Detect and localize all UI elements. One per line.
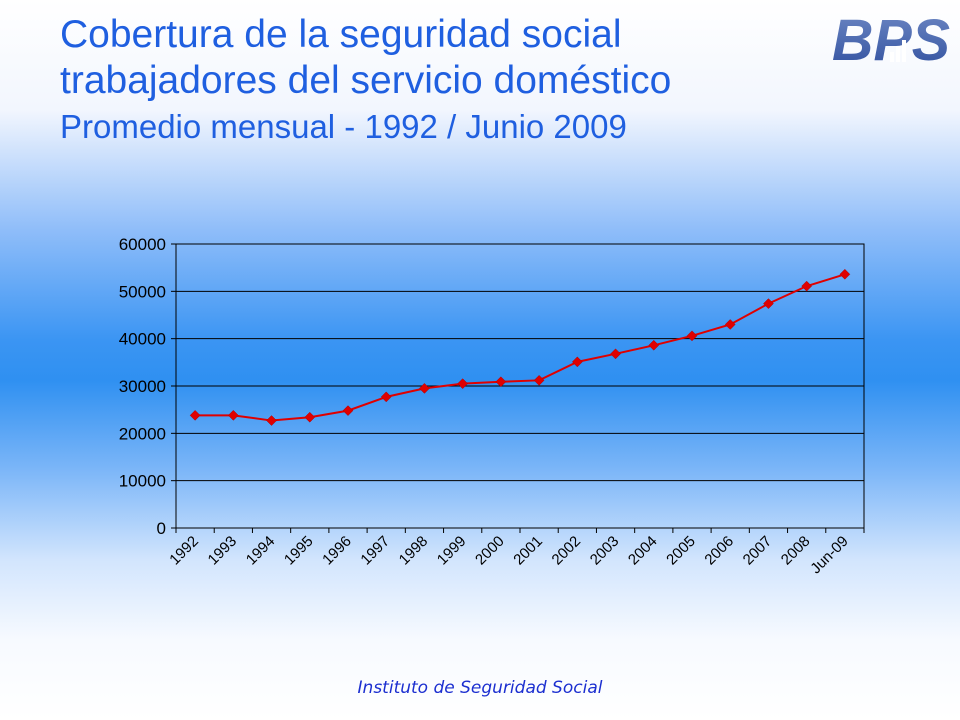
y-tick-label: 60000	[119, 235, 166, 254]
data-point	[571, 356, 583, 368]
y-tick-label: 40000	[119, 330, 166, 349]
data-point	[227, 409, 239, 421]
logo-bar-3	[902, 40, 906, 62]
data-point	[266, 415, 277, 426]
data-point	[457, 378, 469, 389]
x-tick-label: 2002	[549, 533, 585, 569]
y-tick-label: 20000	[119, 424, 166, 443]
x-tick-label: 2003	[587, 533, 623, 569]
data-point	[380, 391, 392, 403]
data-point	[610, 348, 621, 360]
data-point	[189, 409, 201, 421]
x-tick-labels: 1992 1993 1994 1995 1996 1997 1998 1999 2000 2001…	[166, 533, 851, 577]
x-tick-label: 2004	[625, 533, 661, 569]
x-tick-label: 2007	[740, 533, 776, 569]
x-tick-label: 1993	[205, 533, 241, 569]
x-tick-marks	[175, 528, 865, 533]
x-tick-label: 2006	[701, 533, 737, 569]
data-point	[648, 339, 660, 351]
footer-text: Instituto de Seguridad Social	[357, 678, 603, 698]
x-tick-label: 2001	[510, 533, 546, 569]
y-tick-label: 0	[157, 519, 166, 538]
subtitle: Promedio mensual - 1992 / Junio 2009	[60, 108, 627, 145]
data-point	[419, 383, 430, 394]
series-line	[195, 273, 846, 422]
data-point	[763, 298, 774, 309]
x-tick-label: 1995	[281, 533, 317, 569]
x-tick-label: 1999	[434, 533, 470, 569]
data-point	[342, 405, 354, 416]
y-tick-label: 30000	[119, 377, 166, 396]
gridlines	[171, 243, 864, 529]
x-tick-label: 2000	[472, 533, 508, 569]
data-point	[495, 376, 507, 388]
data-point	[686, 330, 698, 342]
data-point	[724, 319, 736, 330]
logo-bar-2	[896, 46, 900, 62]
x-tick-label: 1996	[319, 533, 355, 569]
x-tick-label: 2005	[663, 533, 699, 569]
data-point	[304, 411, 316, 423]
x-tick-label: 1997	[357, 533, 393, 569]
x-tick-label: 1992	[166, 533, 202, 569]
bps-logo: BPS	[832, 8, 950, 68]
title-line-1: Cobertura de la seguridad social	[60, 13, 622, 56]
data-point	[839, 268, 851, 280]
title-block: Cobertura de la seguridad social trabaja…	[60, 12, 840, 150]
data-point	[533, 374, 545, 386]
y-tick-label: 50000	[119, 282, 166, 301]
y-tick-label: 10000	[119, 472, 166, 491]
x-tick-label: Jun-09	[807, 533, 851, 577]
logo-bar-1	[890, 52, 894, 62]
x-tick-label: 1994	[243, 533, 279, 569]
y-tick-labels: 0 10000 20000 30000 40000 50000 60000	[119, 235, 166, 538]
data-point	[801, 280, 813, 292]
series-line-path	[195, 273, 846, 422]
title-line-2: trabajadores del servicio doméstico	[60, 59, 672, 102]
x-tick-label: 1998	[396, 533, 432, 569]
series-markers	[189, 268, 851, 426]
